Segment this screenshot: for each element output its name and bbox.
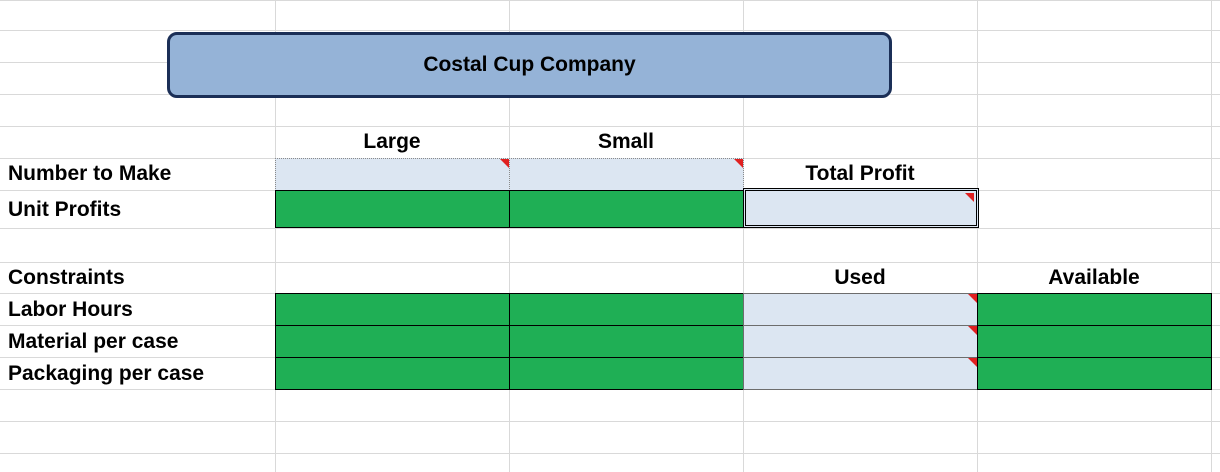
gridline <box>0 30 1220 31</box>
comment-marker-icon[interactable] <box>968 326 977 335</box>
gridline <box>0 453 1220 454</box>
comment-marker-icon[interactable] <box>968 358 977 367</box>
cell-unit-profit-large[interactable] <box>275 190 510 228</box>
row-label-packaging-per-case[interactable]: Packaging per case <box>8 362 205 385</box>
cell-total-profit[interactable] <box>743 188 979 228</box>
cell-labor-small[interactable] <box>509 293 744 326</box>
gridline <box>0 0 1220 1</box>
comment-marker-icon[interactable] <box>968 294 977 303</box>
gridline <box>0 421 1220 422</box>
title-text: Costal Cup Company <box>423 53 636 76</box>
cell-material-used[interactable] <box>743 325 978 358</box>
row-label-labor-hours[interactable]: Labor Hours <box>8 298 133 321</box>
comment-marker-icon[interactable] <box>500 159 509 168</box>
gridline <box>743 0 744 472</box>
title-banner[interactable]: Costal Cup Company <box>167 32 892 98</box>
header-total-profit[interactable]: Total Profit <box>805 162 915 185</box>
gridline <box>0 126 1220 127</box>
gridline <box>977 0 978 472</box>
gridline <box>275 0 276 472</box>
comment-marker-icon[interactable] <box>965 193 974 202</box>
row-label-number-to-make[interactable]: Number to Make <box>8 162 172 185</box>
row-label-material-per-case[interactable]: Material per case <box>8 330 179 353</box>
cell-packaging-used[interactable] <box>743 357 978 390</box>
gridline <box>0 262 1220 263</box>
cell-labor-large[interactable] <box>275 293 510 326</box>
header-used[interactable]: Used <box>834 266 886 289</box>
header-small[interactable]: Small <box>597 130 655 153</box>
cell-material-small[interactable] <box>509 325 744 358</box>
header-large[interactable]: Large <box>363 130 421 153</box>
cell-labor-used[interactable] <box>743 293 978 326</box>
header-available[interactable]: Available <box>1048 266 1140 289</box>
cell-number-small-input[interactable] <box>509 158 744 191</box>
row-label-constraints[interactable]: Constraints <box>8 266 125 289</box>
comment-marker-icon[interactable] <box>734 159 743 168</box>
gridline <box>509 0 510 472</box>
gridline <box>0 228 1220 229</box>
cell-labor-available[interactable] <box>977 293 1212 326</box>
cell-packaging-small[interactable] <box>509 357 744 390</box>
cell-number-large-input[interactable] <box>275 158 510 191</box>
cell-material-available[interactable] <box>977 325 1212 358</box>
gridline <box>1211 0 1212 472</box>
cell-unit-profit-small[interactable] <box>509 190 744 228</box>
cell-packaging-large[interactable] <box>275 357 510 390</box>
cell-material-large[interactable] <box>275 325 510 358</box>
cell-packaging-available[interactable] <box>977 357 1212 390</box>
row-label-unit-profits[interactable]: Unit Profits <box>8 198 122 221</box>
